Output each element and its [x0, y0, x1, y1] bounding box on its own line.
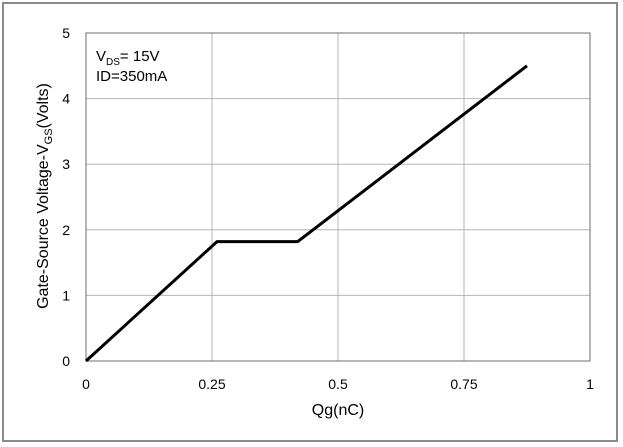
x-tick-label: 1 — [586, 376, 594, 392]
y-axis-label-sub: GS — [43, 128, 55, 144]
plot-area — [85, 32, 591, 362]
y-tick-label: 4 — [62, 91, 70, 107]
y-tick-labels: 0 1 2 3 4 5 — [62, 25, 70, 369]
y-tick-label: 1 — [62, 287, 70, 303]
y-tick-label: 2 — [62, 222, 70, 238]
series-lines — [84, 64, 528, 363]
x-tick-label: 0.75 — [450, 376, 477, 392]
y-tick-label: 3 — [62, 156, 70, 172]
annotation-id: ID=350mA — [96, 68, 167, 85]
x-tick-label: 0.5 — [328, 376, 348, 392]
x-axis-label: Qg(nC) — [312, 402, 364, 419]
x-tick-label: 0 — [82, 376, 90, 392]
annotation-vds-tail: = 15V — [120, 48, 160, 65]
annotation-vds: VDS= 15V — [96, 48, 160, 68]
series-line-0 — [84, 64, 528, 363]
y-axis-label: Gate-Source Voltage-VGS(Volts) — [35, 83, 55, 309]
y-axis-label-tail: (Volts) — [35, 83, 52, 128]
y-tick-label: 5 — [62, 25, 70, 41]
annotation-vds-main: V — [96, 48, 106, 65]
x-tick-label: 0.25 — [198, 376, 225, 392]
annotation-vds-sub: DS — [106, 57, 120, 68]
x-tick-labels: 0 0.25 0.5 0.75 1 — [82, 376, 594, 392]
y-axis-label-main: Gate-Source Voltage-V — [35, 144, 52, 309]
y-tick-label: 0 — [62, 353, 70, 369]
